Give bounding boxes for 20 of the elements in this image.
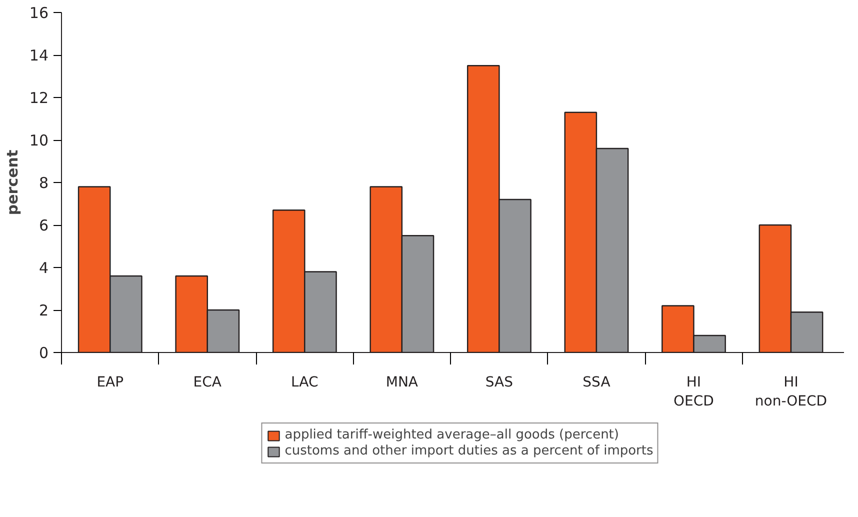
x-tick-label: EAP: [96, 374, 124, 390]
x-tick-label: SSA: [582, 374, 611, 390]
y-tick-label: 14: [29, 46, 49, 64]
legend-label: customs and other import duties as a percent of imports: [284, 444, 654, 458]
y-tick-label: 10: [29, 132, 49, 150]
x-tick-label: ECA: [193, 374, 222, 390]
y-tick-label: 2: [38, 302, 49, 320]
x-tick-label: MNA: [386, 374, 418, 390]
legend-label: applied tariff-weighted average–all goods (percent): [284, 428, 619, 442]
y-axis-title: percent: [3, 150, 22, 216]
x-tick-label: HI OECD: [674, 374, 714, 410]
y-tick-label: 0: [38, 344, 49, 362]
y-tick-label: 4: [38, 259, 49, 277]
y-tick-label: 16: [29, 4, 49, 22]
x-tick-label: SAS: [485, 374, 514, 390]
x-tick-label: LAC: [291, 374, 319, 390]
x-tick-label: HI non-OECD: [754, 374, 828, 410]
y-tick-label: 6: [38, 216, 49, 234]
y-tick-label: 8: [38, 174, 49, 192]
y-tick-label: 12: [29, 89, 49, 107]
